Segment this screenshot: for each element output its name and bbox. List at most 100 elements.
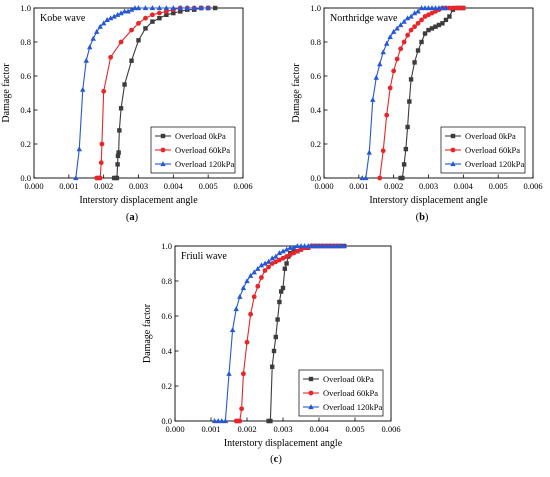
series-line — [362, 7, 446, 179]
legend-label: Overload 0kPa — [175, 131, 226, 141]
x-tick-label: 0.000 — [165, 424, 184, 434]
data-point — [205, 5, 211, 11]
data-point — [271, 348, 277, 354]
data-point — [277, 299, 282, 305]
data-point — [277, 257, 282, 263]
data-point — [94, 28, 100, 34]
legend-label: Overload 120kPa — [175, 159, 234, 169]
x-tick-label: 0.004 — [309, 424, 329, 434]
data-point — [447, 5, 452, 11]
data-point — [279, 289, 284, 294]
data-point — [87, 44, 93, 50]
data-point — [125, 8, 131, 14]
data-point — [280, 255, 286, 261]
data-point — [233, 306, 239, 312]
data-point — [405, 32, 410, 38]
y-tick-label: 1.0 — [20, 3, 31, 13]
x-tick-label: 0.002 — [384, 181, 403, 191]
data-point — [265, 258, 272, 264]
data-point — [439, 5, 446, 11]
data-point — [129, 27, 134, 33]
legend-label: Overload 120kPa — [465, 159, 524, 169]
data-point — [198, 5, 204, 11]
legend-label: Overload 60kPa — [175, 145, 230, 155]
data-point — [401, 162, 407, 167]
data-point — [436, 22, 442, 28]
x-tick-label: 0.001 — [201, 424, 220, 434]
data-point — [219, 418, 225, 424]
y-tick-label: 0.8 — [20, 37, 31, 47]
x-tick-label: 0.003 — [129, 181, 148, 191]
data-point — [129, 58, 134, 63]
data-point — [412, 60, 417, 65]
series-triangle — [359, 5, 449, 181]
data-point — [366, 149, 372, 155]
data-point — [132, 5, 138, 11]
data-point — [282, 266, 287, 271]
data-point — [359, 175, 366, 181]
y-tick-label: 0.2 — [310, 139, 321, 149]
data-point — [244, 339, 250, 345]
legend: Overload 0kPa Overload 60kPa Overload 120k… — [298, 369, 384, 417]
x-tick-label: 0.006 — [523, 181, 542, 191]
data-point — [415, 8, 421, 14]
data-point — [177, 5, 183, 11]
data-point — [295, 248, 300, 254]
data-point — [115, 162, 120, 167]
data-point — [377, 61, 383, 67]
data-point — [408, 27, 414, 33]
data-point — [255, 265, 261, 271]
data-point — [117, 128, 122, 133]
data-point — [104, 17, 110, 22]
x-tick-label: 0.003 — [419, 181, 438, 191]
y-tick-label: 1.0 — [161, 241, 172, 251]
data-point — [330, 243, 337, 249]
legend-label: Overload 0kPa — [323, 374, 374, 384]
data-point — [251, 294, 257, 300]
data-point — [150, 12, 155, 18]
data-point — [211, 418, 218, 424]
y-tick-label: 0.8 — [310, 37, 321, 47]
data-point — [215, 418, 221, 424]
data-point — [394, 56, 400, 62]
data-point — [226, 370, 232, 376]
data-point — [398, 46, 404, 52]
data-point — [136, 20, 141, 26]
data-point — [291, 250, 297, 256]
chart-panel-c: 0.000 0.001 0.002 0.003 0.004 0.005 0.006 0.0 0.… — [142, 241, 401, 465]
data-point — [247, 272, 254, 278]
data-point — [447, 14, 452, 19]
data-point — [73, 175, 79, 181]
data-point — [111, 13, 117, 19]
data-point — [284, 261, 289, 266]
data-point — [432, 5, 439, 11]
data-point — [157, 16, 162, 21]
data-point — [404, 15, 411, 21]
data-point — [191, 5, 197, 11]
x-tick-label: 0.003 — [273, 424, 292, 434]
data-point — [301, 243, 308, 249]
legend-label: Overload 60kPa — [323, 388, 378, 398]
data-point — [128, 6, 135, 12]
x-tick-label: 0.001 — [349, 181, 368, 191]
data-point — [419, 17, 424, 23]
data-point — [143, 26, 148, 31]
data-point — [101, 88, 107, 94]
y-tick-label: 0.6 — [161, 311, 172, 321]
data-point — [394, 25, 400, 31]
data-point — [237, 293, 243, 299]
data-point — [387, 34, 393, 39]
data-point — [270, 364, 275, 369]
x-tick-label: 0.006 — [233, 181, 252, 191]
legend-marker — [160, 133, 166, 139]
data-point — [453, 5, 459, 11]
data-point — [391, 68, 397, 74]
y-tick-label: 0.0 — [161, 416, 172, 426]
legend-marker — [450, 133, 456, 139]
data-point — [415, 48, 421, 53]
data-point — [429, 5, 435, 11]
data-point — [429, 26, 435, 31]
data-point — [118, 10, 124, 16]
data-point — [157, 10, 162, 16]
